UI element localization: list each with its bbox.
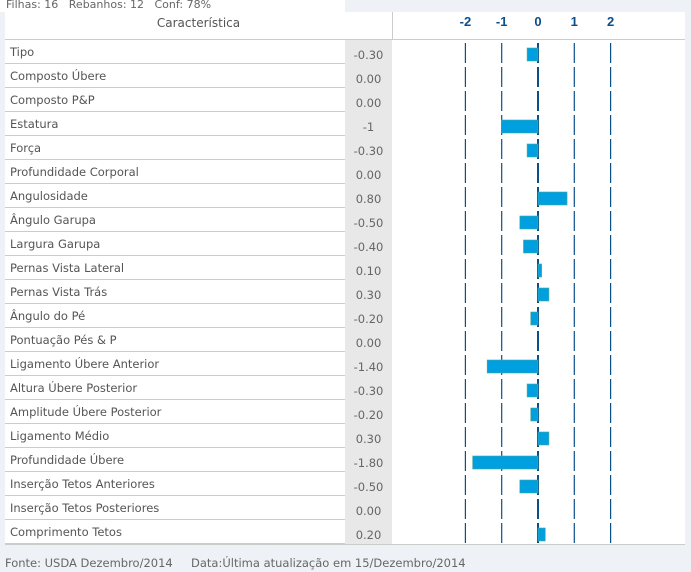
- trait-value: -0.30: [353, 384, 384, 398]
- trait-table: Característica -2 -1 0 1 2 Tipo -0.30 Composto…: [5, 12, 685, 545]
- trait-label: Estatura: [10, 117, 59, 131]
- bar: [501, 119, 539, 134]
- trait-value: 0.80: [355, 192, 382, 206]
- trait-value: -1.40: [353, 360, 384, 374]
- bar-chart: [464, 43, 612, 543]
- table-row: Comprimento Tetos: [5, 520, 345, 544]
- summary-bar: Filhas: 16 Rebanhos: 12 Conf: 78%: [0, 0, 345, 12]
- trait-value: 0.00: [355, 168, 382, 182]
- bar: [537, 263, 542, 278]
- bar: [519, 479, 539, 494]
- table-row: Ângulo Garupa: [5, 208, 345, 232]
- trait-label: Ligamento Úbere Anterior: [10, 357, 160, 371]
- trait-value: 0.10: [355, 264, 382, 278]
- trait-label: Composto Úbere: [10, 69, 107, 83]
- x-tick-label: -1: [495, 14, 508, 29]
- trait-value: 0.20: [355, 528, 382, 542]
- bar: [537, 527, 546, 542]
- trait-value: -1: [362, 120, 375, 134]
- bar: [526, 383, 539, 398]
- trait-label: Inserção Tetos Anteriores: [10, 477, 155, 491]
- trait-value: 0.00: [355, 72, 382, 86]
- trait-value: -0.40: [353, 240, 384, 254]
- trait-value: -1.80: [353, 456, 384, 470]
- table-row: Tipo: [5, 40, 345, 64]
- trait-label: Profundidade Corporal: [10, 165, 139, 179]
- bar: [530, 407, 539, 422]
- table-row: Pernas Vista Lateral: [5, 256, 345, 280]
- x-tick-label: 0: [534, 14, 542, 29]
- trait-value: -0.30: [353, 48, 384, 62]
- trait-value: -0.30: [353, 144, 384, 158]
- trait-label: Força: [10, 141, 42, 155]
- trait-label: Ângulo Garupa: [10, 213, 96, 227]
- table-row: Pontuação Pés & P: [5, 328, 345, 352]
- table-row: Altura Úbere Posterior: [5, 376, 345, 400]
- trait-value: -0.50: [353, 216, 384, 230]
- bar: [486, 359, 539, 374]
- summary-text: Filhas: 16 Rebanhos: 12 Conf: 78%: [6, 0, 212, 11]
- trait-label: Pernas Vista Trás: [10, 285, 108, 299]
- trait-label: Angulosidade: [10, 189, 88, 203]
- trait-value: -0.20: [353, 312, 384, 326]
- table-row: Largura Garupa: [5, 232, 345, 256]
- table-row: Ligamento Médio: [5, 424, 345, 448]
- trait-label: Pontuação Pés & P: [10, 333, 117, 347]
- bar: [472, 455, 539, 470]
- trait-value: 0.00: [355, 336, 382, 350]
- trait-label: Pernas Vista Lateral: [10, 261, 125, 275]
- bar: [526, 143, 539, 158]
- trait-label: Largura Garupa: [10, 237, 101, 251]
- table-row: Inserção Tetos Anteriores: [5, 472, 345, 496]
- trait-value: 0.00: [355, 504, 382, 518]
- table-row: Profundidade Corporal: [5, 160, 345, 184]
- bar: [530, 311, 539, 326]
- trait-label: Ligamento Médio: [10, 429, 110, 443]
- trait-value: 0.30: [355, 432, 382, 446]
- trait-label: Comprimento Tetos: [10, 525, 122, 539]
- x-tick-label: -2: [459, 14, 472, 29]
- trait-label: Composto P&P: [10, 93, 95, 107]
- trait-value: 0.30: [355, 288, 382, 302]
- header-divider: [392, 12, 393, 39]
- trait-label: Inserção Tetos Posteriores: [10, 501, 160, 515]
- bar: [537, 191, 568, 206]
- bar: [537, 431, 550, 446]
- column-header-characteristic: Característica: [156, 16, 241, 30]
- trait-label: Altura Úbere Posterior: [10, 381, 138, 395]
- bar: [523, 239, 539, 254]
- table-row: Ligamento Úbere Anterior: [5, 352, 345, 376]
- table-row: Ângulo do Pé: [5, 304, 345, 328]
- trait-label: Amplitude Úbere Posterior: [10, 405, 162, 419]
- x-tick-label: 1: [570, 14, 578, 29]
- table-row: Composto P&P: [5, 88, 345, 112]
- bar: [526, 47, 539, 62]
- table-row: Angulosidade: [5, 184, 345, 208]
- table-row: Estatura: [5, 112, 345, 136]
- trait-value: 0.00: [355, 96, 382, 110]
- table-row: Composto Úbere: [5, 64, 345, 88]
- table-row: Força: [5, 136, 345, 160]
- footer-source: Fonte: USDA Dezembro/2014 Data:Última at…: [5, 556, 466, 570]
- table-row: Amplitude Úbere Posterior: [5, 400, 345, 424]
- trait-label: Tipo: [10, 45, 35, 59]
- trait-label: Profundidade Úbere: [10, 453, 125, 467]
- bar: [519, 215, 539, 230]
- table-row: Pernas Vista Trás: [5, 280, 345, 304]
- table-row: Profundidade Úbere: [5, 448, 345, 472]
- value-column: [345, 40, 392, 544]
- trait-value: -0.50: [353, 480, 384, 494]
- trait-value: -0.20: [353, 408, 384, 422]
- x-tick-label: 2: [606, 14, 615, 29]
- table-header: Característica -2 -1 0 1 2: [5, 12, 685, 40]
- bar: [537, 287, 550, 302]
- table-row: Inserção Tetos Posteriores: [5, 496, 345, 520]
- trait-label: Ângulo do Pé: [10, 309, 86, 323]
